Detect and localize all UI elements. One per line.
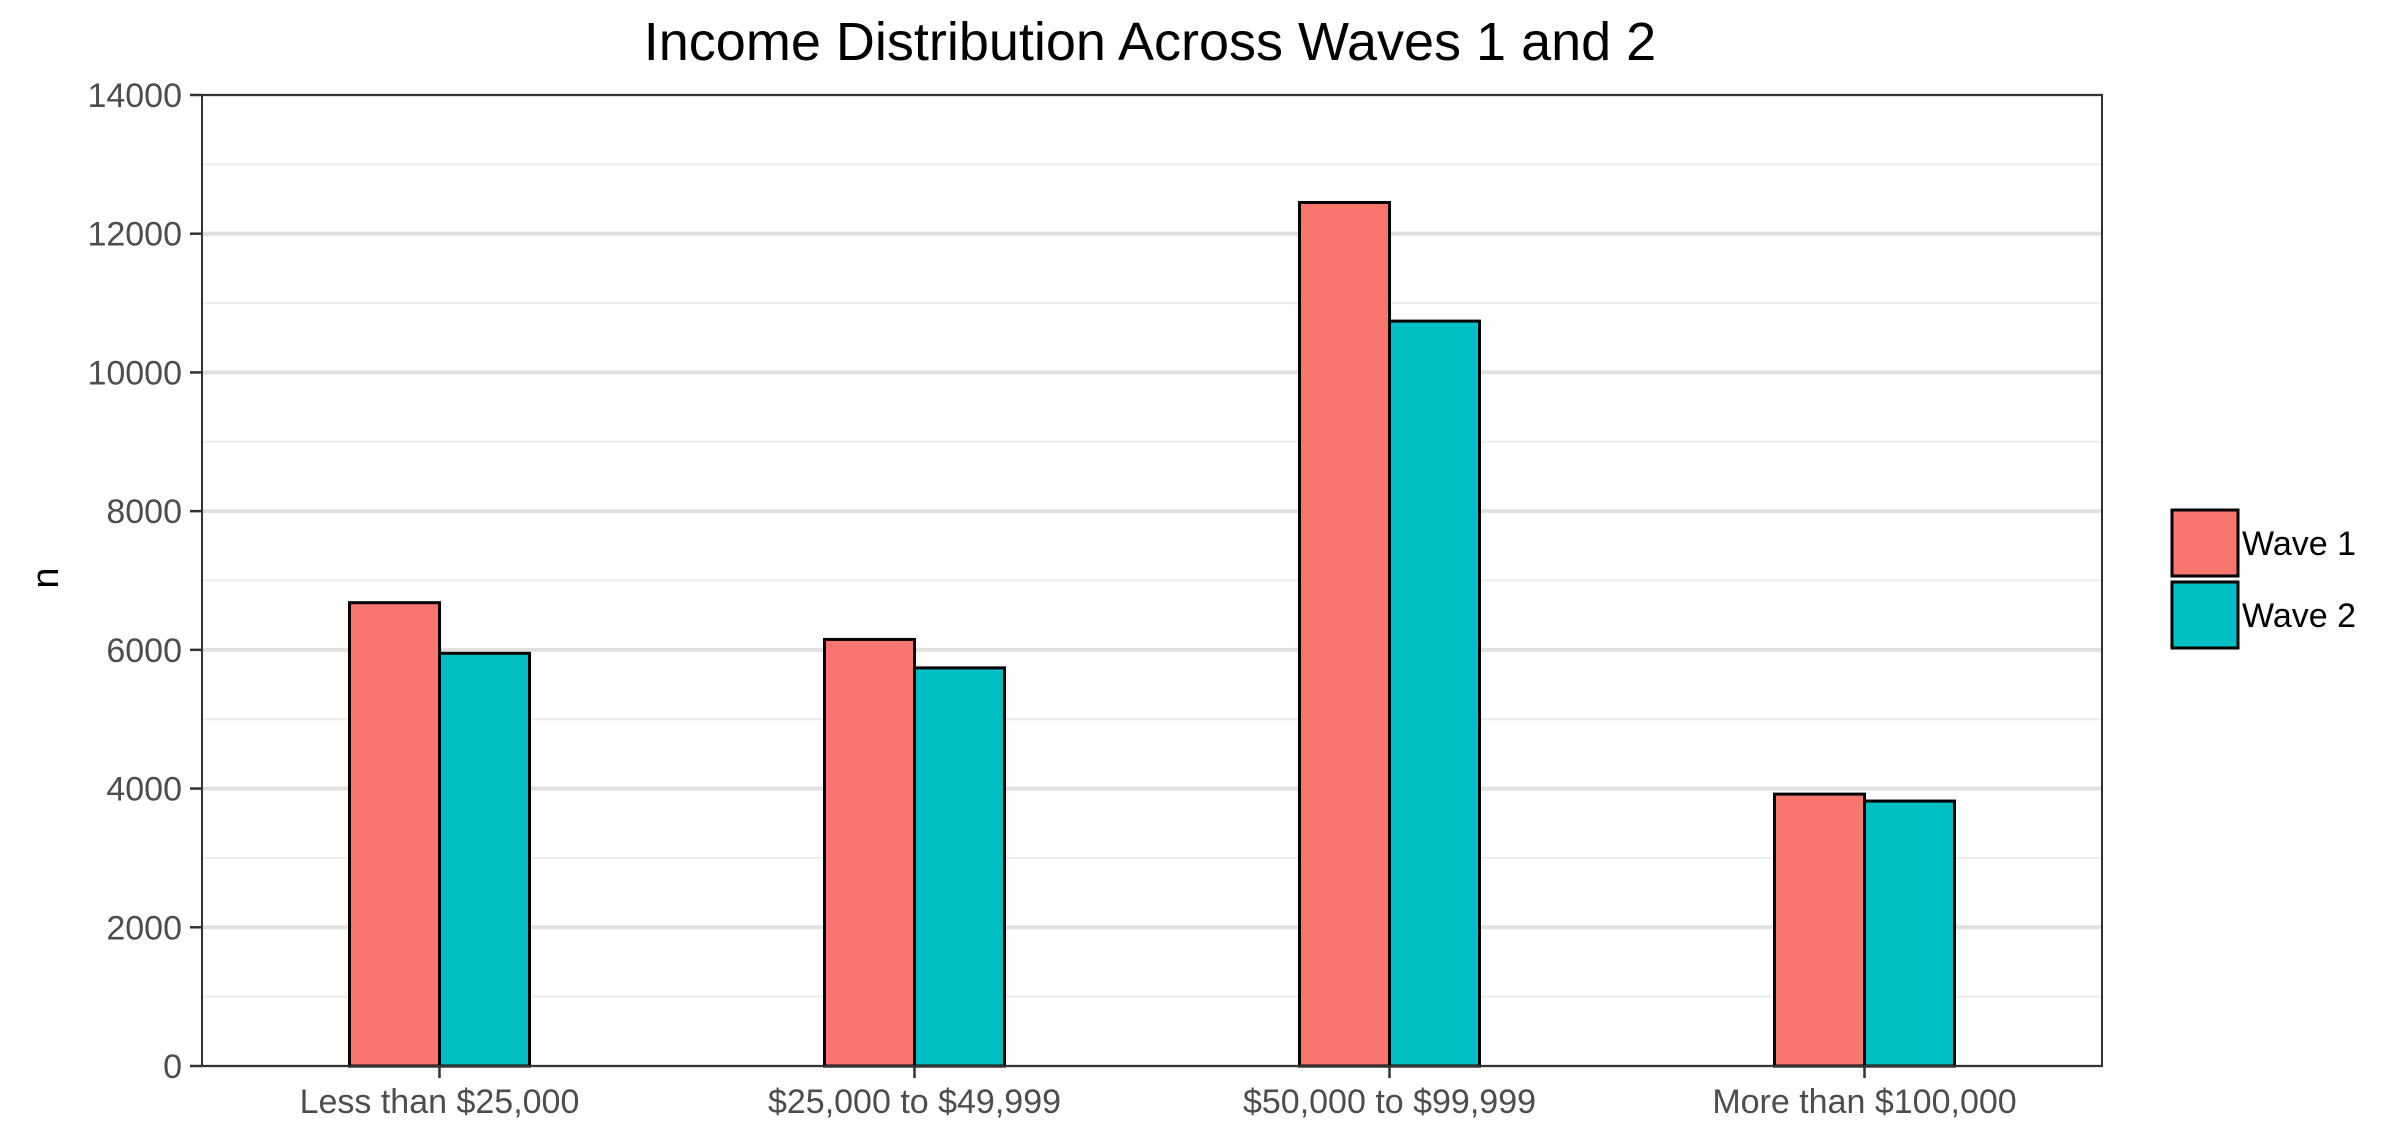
x-tick-label: $25,000 to $49,999 bbox=[768, 1083, 1061, 1121]
legend-label: Wave 2 bbox=[2242, 597, 2356, 635]
y-tick-label: 14000 bbox=[87, 77, 182, 115]
axes: 0 2000 4000 6000 8000 10000 12000 14000 Less tha… bbox=[87, 77, 2103, 1121]
y-tick-label: 0 bbox=[163, 1048, 182, 1086]
bar-wave-2 bbox=[1863, 799, 1956, 1068]
bar-wave-2 bbox=[438, 651, 531, 1068]
legend: Wave 1 Wave 2 bbox=[2170, 508, 2356, 650]
y-tick-label: 6000 bbox=[106, 632, 182, 670]
bar-wave-2 bbox=[1388, 319, 1481, 1068]
x-tick-label: More than $100,000 bbox=[1712, 1083, 2016, 1121]
x-tick-label: $50,000 to $99,999 bbox=[1243, 1083, 1536, 1121]
bar-wave-1 bbox=[348, 601, 441, 1068]
bar-wave-2 bbox=[913, 666, 1006, 1068]
y-axis-title: n bbox=[25, 567, 67, 588]
x-tick-label: Less than $25,000 bbox=[300, 1083, 580, 1121]
plot-border bbox=[201, 94, 2103, 1067]
y-tick-label: 4000 bbox=[106, 771, 182, 809]
y-tick-label: 12000 bbox=[87, 216, 182, 254]
chart-title: Income Distribution Across Waves 1 and 2 bbox=[644, 12, 1656, 72]
legend-key bbox=[2170, 580, 2240, 650]
legend-key bbox=[2170, 508, 2240, 578]
y-tick-label: 8000 bbox=[106, 493, 182, 531]
bars bbox=[348, 201, 1956, 1068]
bar-wave-1 bbox=[823, 637, 916, 1068]
legend-label: Wave 1 bbox=[2242, 525, 2356, 563]
bar-wave-1 bbox=[1773, 792, 1866, 1068]
y-tick-label: 2000 bbox=[106, 909, 182, 947]
y-tick-label: 10000 bbox=[87, 354, 182, 392]
bar-wave-1 bbox=[1298, 201, 1391, 1068]
